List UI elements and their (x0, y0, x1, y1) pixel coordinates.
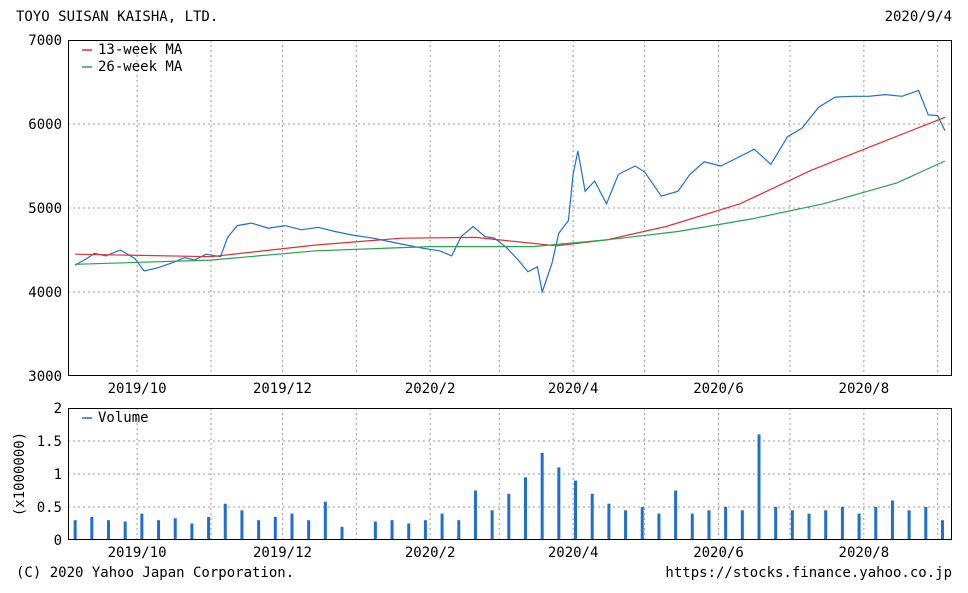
volume-bar (607, 503, 611, 540)
volume-bar (240, 510, 244, 540)
volume-bar (757, 434, 761, 540)
volume-bar (674, 490, 678, 540)
x-tick-label: 2019/10 (108, 545, 167, 561)
volume-bar (840, 507, 844, 540)
x-tick-label: 2020/4 (548, 381, 599, 397)
volume-bar (407, 523, 411, 540)
y-tick-label: 7000 (28, 33, 62, 49)
volume-bar (857, 513, 861, 540)
y-tick-label: 0 (54, 533, 62, 549)
y-tick-label: 1.5 (37, 434, 62, 450)
volume-bar (807, 513, 811, 540)
volume-bar (507, 493, 511, 540)
volume-bar (574, 480, 578, 540)
volume-bar (457, 520, 461, 540)
volume-bar (590, 493, 594, 540)
volume-bar (640, 507, 644, 540)
volume-bar (740, 510, 744, 540)
volume-bar (707, 510, 711, 540)
volume-bar (223, 503, 227, 540)
volume-bar (874, 507, 878, 540)
x-tick-label: 2020/2 (405, 545, 456, 561)
x-tick-label: 2020/4 (548, 545, 599, 561)
volume-bar (824, 510, 828, 540)
volume-bar (423, 520, 427, 540)
x-tick-label: 2019/12 (253, 381, 312, 397)
volume-bar (940, 520, 944, 540)
volume-bar (373, 521, 377, 540)
volume-bar (907, 510, 911, 540)
volume-bar (724, 507, 728, 540)
volume-bar (273, 516, 277, 540)
x-tick-label: 2020/6 (693, 545, 744, 561)
volume-bar (307, 520, 311, 540)
volume-bar (690, 513, 694, 540)
plot-frame (68, 40, 952, 376)
x-tick-label: 2020/8 (839, 381, 890, 397)
volume-bar (207, 516, 211, 540)
y-tick-label: 2 (54, 401, 62, 417)
x-tick-label: 2020/6 (693, 381, 744, 397)
series-line-ma26 (75, 160, 946, 265)
y-tick-label: 3000 (28, 369, 62, 385)
legend-label: 13-week MA (98, 42, 183, 58)
copyright-text: (C) 2020 Yahoo Japan Corporation. (16, 565, 295, 581)
gridlines (68, 40, 952, 376)
legend-label: Volume (98, 410, 149, 426)
x-tick-label: 2020/2 (405, 381, 456, 397)
series-line-price (74, 89, 946, 295)
volume-bar (257, 520, 261, 540)
volume-bar (157, 520, 161, 540)
volume-bar (73, 520, 77, 540)
volume-bar (924, 507, 928, 540)
volume-bars (73, 434, 944, 540)
volume-bar (473, 490, 477, 540)
y-tick-label: 4000 (28, 285, 62, 301)
x-tick-label: 2020/8 (839, 545, 890, 561)
volume-bar (340, 526, 344, 540)
volume-bar (490, 510, 494, 540)
legend-label: 26-week MA (98, 59, 183, 75)
legend: Volume (82, 410, 149, 426)
source-url[interactable]: https://stocks.finance.yahoo.co.jp (665, 565, 952, 581)
y-axis-label: (x1000000) (12, 432, 28, 516)
price-panel: 3000 4000 5000 6000 7000 2019/10 2019/12 2020/2… (28, 33, 952, 397)
volume-bar (123, 521, 127, 540)
volume-bar (523, 477, 527, 540)
volume-bar (440, 513, 444, 540)
volume-bar (557, 467, 561, 540)
volume-bar (290, 513, 294, 540)
volume-bar (190, 523, 194, 540)
x-tick-label: 2019/10 (108, 381, 167, 397)
volume-bar (390, 520, 394, 540)
y-tick-label: 0.5 (37, 500, 62, 516)
volume-bar (107, 520, 111, 540)
series-line-ma13 (75, 116, 946, 258)
volume-panel: 0 0.5 1 1.5 2 2019/10 2019/12 2020/2 2020/4 2020/… (12, 401, 952, 561)
x-tick-label: 2019/12 (253, 545, 312, 561)
chart-date: 2020/9/4 (884, 9, 952, 25)
volume-bar (657, 513, 661, 540)
volume-bar (140, 513, 144, 540)
volume-bar (890, 500, 894, 540)
volume-bar (173, 518, 177, 540)
y-tick-label: 1 (54, 467, 62, 483)
gridlines (68, 408, 952, 540)
volume-bar (624, 510, 628, 540)
volume-bar (90, 516, 94, 540)
plot-frame (68, 408, 952, 540)
volume-bar (774, 507, 778, 540)
y-tick-label: 5000 (28, 201, 62, 217)
y-tick-label: 6000 (28, 117, 62, 133)
volume-bar (540, 452, 544, 540)
company-name: TOYO SUISAN KAISHA, LTD. (16, 9, 219, 25)
volume-bar (790, 510, 794, 540)
volume-bar (323, 501, 327, 540)
